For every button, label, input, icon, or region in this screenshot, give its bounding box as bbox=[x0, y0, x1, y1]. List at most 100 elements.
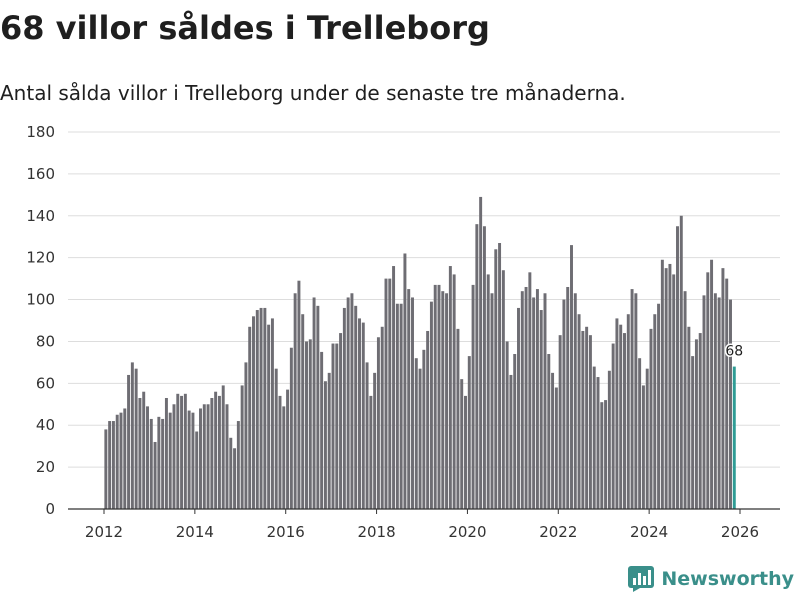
x-tick-label: 2012 bbox=[85, 523, 123, 541]
bar bbox=[282, 406, 286, 509]
bar bbox=[551, 372, 555, 509]
bar bbox=[267, 324, 271, 509]
bar bbox=[301, 314, 305, 509]
bar bbox=[115, 414, 119, 509]
chart-title: 68 villor såldes i Trelleborg bbox=[0, 9, 490, 47]
bar bbox=[672, 274, 676, 509]
y-tick-label: 40 bbox=[36, 416, 55, 434]
bar bbox=[532, 297, 536, 509]
bar bbox=[698, 333, 702, 509]
bar bbox=[252, 316, 255, 509]
bar bbox=[244, 362, 248, 509]
bar bbox=[153, 441, 157, 509]
bar bbox=[221, 385, 225, 509]
bar bbox=[634, 293, 638, 509]
y-tick-label: 80 bbox=[36, 332, 55, 350]
bar bbox=[619, 324, 623, 509]
bar bbox=[592, 366, 596, 509]
bar bbox=[142, 391, 146, 509]
bar bbox=[467, 356, 471, 509]
bar bbox=[426, 330, 430, 509]
bar bbox=[475, 224, 479, 509]
bar bbox=[172, 404, 176, 509]
bar bbox=[539, 310, 543, 509]
bar bbox=[611, 343, 615, 509]
bar bbox=[445, 293, 449, 509]
bar bbox=[464, 395, 467, 509]
bar bbox=[429, 301, 433, 509]
bar bbox=[335, 343, 339, 509]
bar bbox=[274, 368, 278, 509]
bar bbox=[479, 196, 483, 509]
y-tick-label: 140 bbox=[26, 207, 55, 225]
bar bbox=[649, 328, 653, 509]
x-tick-label: 2026 bbox=[721, 523, 759, 541]
bar bbox=[456, 328, 460, 509]
bar bbox=[229, 437, 233, 509]
bar bbox=[638, 358, 642, 509]
bar bbox=[123, 408, 127, 509]
x-tick-label: 2020 bbox=[448, 523, 486, 541]
bar bbox=[418, 368, 422, 509]
bar bbox=[437, 284, 441, 509]
bar bbox=[350, 293, 354, 509]
bar bbox=[585, 326, 589, 509]
bar bbox=[414, 358, 418, 509]
bar bbox=[168, 412, 172, 509]
bar bbox=[577, 314, 581, 509]
bar bbox=[558, 335, 562, 509]
bar bbox=[600, 402, 604, 509]
bar bbox=[392, 266, 396, 509]
bar bbox=[547, 354, 551, 509]
bar bbox=[395, 303, 399, 509]
y-tick-label: 180 bbox=[26, 123, 55, 141]
bar bbox=[187, 410, 191, 509]
bar bbox=[683, 291, 687, 509]
bar bbox=[354, 305, 358, 509]
bar bbox=[660, 259, 664, 509]
highlight-bar bbox=[732, 366, 736, 509]
bar bbox=[248, 326, 252, 509]
bar bbox=[202, 404, 206, 509]
bar bbox=[581, 330, 585, 509]
bar bbox=[528, 272, 532, 509]
y-tick-label: 60 bbox=[36, 374, 55, 392]
bar bbox=[214, 391, 218, 509]
bar bbox=[721, 268, 725, 509]
bar bbox=[111, 421, 115, 509]
x-tick-label: 2022 bbox=[539, 523, 577, 541]
bar bbox=[729, 299, 732, 509]
bar bbox=[308, 339, 312, 509]
bar bbox=[388, 278, 392, 509]
bar bbox=[596, 377, 600, 509]
bar bbox=[339, 333, 343, 509]
bar bbox=[255, 310, 259, 509]
bar bbox=[361, 322, 365, 509]
bar bbox=[199, 408, 202, 509]
bar bbox=[607, 370, 611, 509]
bar bbox=[320, 351, 324, 509]
bar bbox=[668, 263, 672, 509]
bar bbox=[233, 448, 237, 509]
bar bbox=[505, 341, 509, 509]
bar bbox=[566, 286, 570, 509]
bar bbox=[134, 368, 138, 509]
bar bbox=[146, 406, 149, 509]
bar bbox=[717, 297, 721, 509]
bar bbox=[482, 226, 486, 509]
bar bbox=[543, 293, 547, 509]
bar bbox=[240, 385, 244, 509]
x-tick-label: 2016 bbox=[267, 523, 305, 541]
x-tick-label: 2014 bbox=[176, 523, 214, 541]
bar bbox=[108, 421, 112, 509]
bar bbox=[653, 314, 657, 509]
bar bbox=[706, 272, 710, 509]
bar bbox=[524, 286, 528, 509]
bar bbox=[286, 389, 290, 509]
bar bbox=[263, 307, 267, 509]
bar bbox=[433, 284, 437, 509]
bar bbox=[164, 397, 168, 509]
bar bbox=[289, 347, 293, 509]
bar bbox=[278, 395, 282, 509]
